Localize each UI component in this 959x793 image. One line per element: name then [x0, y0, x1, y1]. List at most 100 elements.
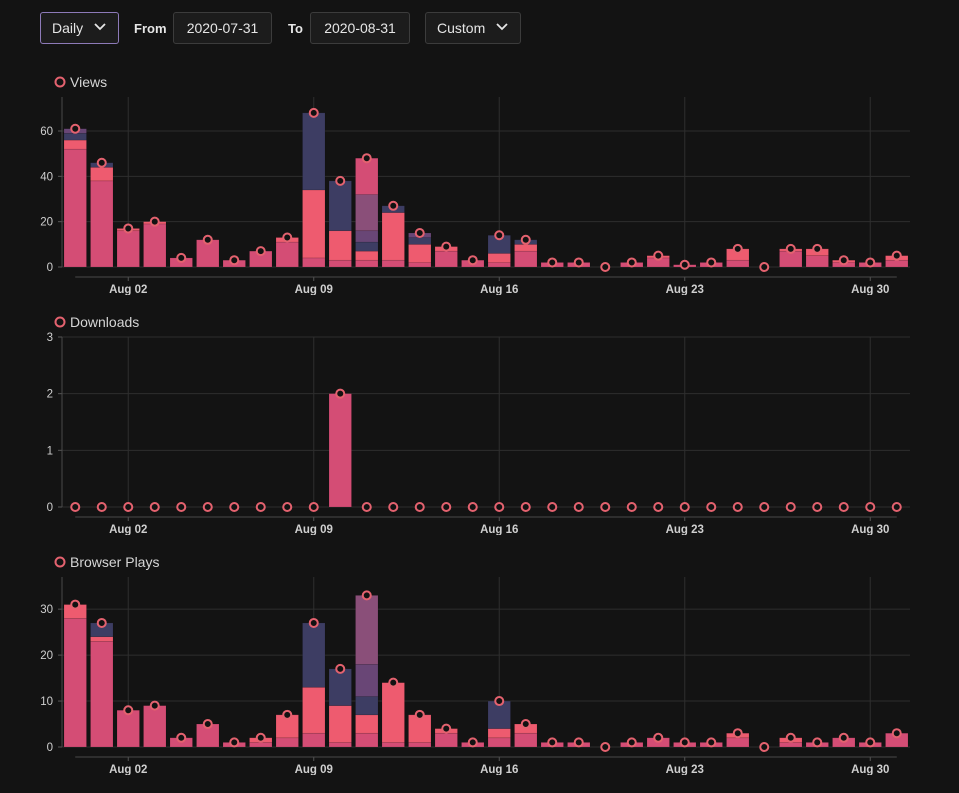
views-total-marker[interactable] — [865, 257, 876, 268]
downloads-total-marker[interactable] — [414, 502, 425, 512]
browser-plays-bar[interactable] — [143, 705, 167, 748]
browser-plays-bar[interactable] — [355, 595, 379, 748]
views-bar[interactable] — [408, 232, 432, 268]
browser-plays-total-marker[interactable] — [388, 677, 399, 688]
views-bar[interactable] — [381, 205, 405, 268]
views-total-marker[interactable] — [653, 250, 664, 261]
views-bar[interactable] — [116, 228, 140, 268]
browser-plays-total-marker[interactable] — [759, 742, 770, 752]
views-total-marker[interactable] — [732, 243, 743, 254]
browser-plays-bar[interactable] — [90, 622, 114, 748]
views-bar[interactable] — [487, 234, 511, 268]
downloads-total-marker[interactable] — [759, 502, 770, 512]
views-bar[interactable] — [302, 112, 326, 268]
views-total-marker[interactable] — [520, 234, 531, 245]
browser-plays-total-marker[interactable] — [573, 737, 584, 748]
views-total-marker[interactable] — [838, 255, 849, 266]
views-total-marker[interactable] — [759, 262, 770, 272]
browser-plays-total-marker[interactable] — [653, 732, 664, 743]
views-total-marker[interactable] — [149, 216, 160, 227]
downloads-total-marker[interactable] — [706, 502, 717, 512]
downloads-legend[interactable]: Downloads — [54, 314, 140, 330]
downloads-total-marker[interactable] — [600, 502, 611, 512]
views-total-marker[interactable] — [176, 252, 187, 263]
browser-plays-total-marker[interactable] — [520, 719, 531, 730]
to-date-input[interactable]: 2020-08-31 — [310, 12, 410, 44]
views-bar[interactable] — [63, 128, 87, 268]
range-select[interactable]: Custom — [425, 12, 521, 44]
browser-plays-total-marker[interactable] — [838, 732, 849, 743]
downloads-total-marker[interactable] — [335, 388, 346, 399]
browser-plays-bar[interactable] — [408, 714, 432, 748]
browser-plays-bar[interactable] — [63, 604, 87, 748]
browser-plays-bar[interactable] — [275, 714, 299, 748]
browser-plays-total-marker[interactable] — [361, 590, 372, 601]
browser-plays-total-marker[interactable] — [149, 700, 160, 711]
downloads-total-marker[interactable] — [255, 502, 266, 512]
downloads-total-marker[interactable] — [361, 502, 372, 512]
browser-plays-total-marker[interactable] — [785, 732, 796, 743]
period-select[interactable]: Daily — [40, 12, 119, 44]
browser-plays-total-marker[interactable] — [123, 705, 134, 716]
browser-plays-total-marker[interactable] — [229, 737, 240, 748]
views-total-marker[interactable] — [547, 257, 558, 268]
downloads-total-marker[interactable] — [176, 502, 187, 512]
views-total-marker[interactable] — [494, 230, 505, 241]
downloads-total-marker[interactable] — [679, 502, 690, 512]
downloads-total-marker[interactable] — [785, 502, 796, 512]
browser-plays-total-marker[interactable] — [891, 728, 902, 739]
browser-plays-total-marker[interactable] — [467, 737, 478, 748]
browser-plays-total-marker[interactable] — [96, 617, 107, 628]
views-bar[interactable] — [143, 221, 167, 268]
browser-plays-bar[interactable] — [302, 622, 326, 748]
views-total-marker[interactable] — [308, 107, 319, 118]
downloads-total-marker[interactable] — [441, 502, 452, 512]
views-total-marker[interactable] — [573, 257, 584, 268]
browser-plays-total-marker[interactable] — [308, 617, 319, 628]
browser-plays-total-marker[interactable] — [812, 737, 823, 748]
views-total-marker[interactable] — [335, 175, 346, 186]
downloads-total-marker[interactable] — [653, 502, 664, 512]
downloads-total-marker[interactable] — [308, 502, 319, 512]
downloads-total-marker[interactable] — [838, 502, 849, 512]
views-bar[interactable] — [355, 157, 379, 268]
downloads-total-marker[interactable] — [494, 502, 505, 512]
browser-plays-bar[interactable] — [116, 709, 140, 748]
downloads-total-marker[interactable] — [123, 502, 134, 512]
browser-plays-total-marker[interactable] — [706, 737, 717, 748]
views-total-marker[interactable] — [361, 153, 372, 164]
browser-plays-legend[interactable]: Browser Plays — [54, 554, 160, 570]
views-total-marker[interactable] — [441, 241, 452, 252]
views-bar[interactable] — [90, 162, 114, 268]
downloads-total-marker[interactable] — [388, 502, 399, 512]
browser-plays-bar[interactable] — [487, 700, 511, 748]
views-total-marker[interactable] — [891, 250, 902, 261]
views-total-marker[interactable] — [679, 259, 690, 270]
browser-plays-total-marker[interactable] — [70, 599, 81, 610]
views-total-marker[interactable] — [255, 246, 266, 257]
downloads-total-marker[interactable] — [467, 502, 478, 512]
from-date-input[interactable]: 2020-07-31 — [173, 12, 272, 44]
downloads-total-marker[interactable] — [573, 502, 584, 512]
browser-plays-total-marker[interactable] — [414, 709, 425, 720]
downloads-total-marker[interactable] — [520, 502, 531, 512]
downloads-total-marker[interactable] — [812, 502, 823, 512]
browser-plays-total-marker[interactable] — [255, 732, 266, 743]
views-total-marker[interactable] — [123, 223, 134, 234]
views-total-marker[interactable] — [626, 257, 637, 268]
browser-plays-total-marker[interactable] — [441, 723, 452, 734]
browser-plays-total-marker[interactable] — [626, 737, 637, 748]
browser-plays-total-marker[interactable] — [176, 732, 187, 743]
downloads-total-marker[interactable] — [229, 502, 240, 512]
downloads-total-marker[interactable] — [626, 502, 637, 512]
views-total-marker[interactable] — [96, 157, 107, 168]
downloads-total-marker[interactable] — [96, 502, 107, 512]
downloads-total-marker[interactable] — [70, 502, 81, 512]
views-total-marker[interactable] — [706, 257, 717, 268]
browser-plays-total-marker[interactable] — [202, 719, 213, 730]
views-total-marker[interactable] — [388, 200, 399, 211]
downloads-total-marker[interactable] — [891, 502, 902, 512]
downloads-bar[interactable] — [328, 393, 352, 508]
views-total-marker[interactable] — [229, 255, 240, 266]
downloads-total-marker[interactable] — [202, 502, 213, 512]
